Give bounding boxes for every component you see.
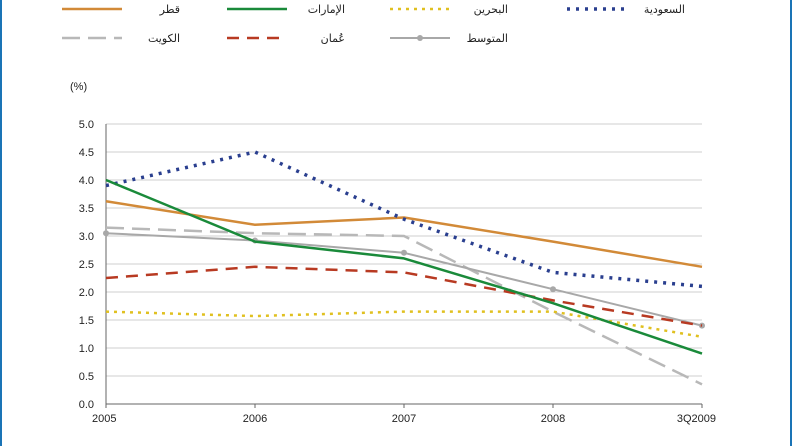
legend-label: البحرين [474, 3, 508, 16]
gridlines [106, 123, 702, 377]
y-axis-label: (%) [70, 81, 87, 93]
x-tick-label: 2005 [92, 413, 116, 425]
legend: السعودية البحرين الإمارات قطر المتوسط عُمان ال… [62, 3, 685, 45]
series-point [401, 249, 407, 256]
x-tick-label: 2007 [392, 413, 416, 425]
legend-label: الإمارات [308, 3, 345, 16]
legend-label: السعودية [644, 3, 685, 16]
y-tick-label: 2.5 [79, 259, 94, 271]
series-line-5 [105, 265, 703, 327]
y-tick-label: 5.0 [79, 119, 94, 131]
x-tick-label: 2008 [541, 413, 565, 425]
y-tick-label: 0.0 [79, 399, 94, 411]
series-lines [103, 150, 705, 386]
x-tick-label: 2006 [243, 413, 267, 425]
series-point [103, 230, 109, 237]
legend-label: الكويت [148, 32, 180, 45]
series-line-6 [105, 226, 703, 386]
y-tick-label: 4.5 [79, 147, 94, 159]
series-line-3 [105, 200, 703, 269]
x-tick-labels: 2005 2006 2007 2008 3Q2009 [92, 413, 716, 425]
legend-label: عُمان [321, 32, 345, 45]
legend-swatch-marker [417, 35, 423, 41]
y-tick-label: 3.0 [79, 231, 94, 243]
series-line-2 [105, 178, 703, 355]
legend-label: المتوسط [467, 32, 508, 45]
y-tick-label: 0.5 [79, 371, 94, 383]
series-point [550, 286, 556, 293]
y-tick-labels: 0.0 0.5 1.0 1.5 2.0 2.5 3.0 3.5 4.0 4.5 5.0 [79, 119, 94, 411]
y-tick-label: 1.0 [79, 343, 94, 355]
legend-label: قطر [159, 3, 180, 16]
axes [105, 124, 703, 408]
series-line-0 [105, 150, 703, 289]
y-tick-label: 3.5 [79, 203, 94, 215]
y-tick-label: 1.5 [79, 315, 94, 327]
y-tick-label: 2.0 [79, 287, 94, 299]
x-tick-label: 3Q2009 [677, 413, 716, 425]
y-tick-label: 4.0 [79, 175, 94, 187]
